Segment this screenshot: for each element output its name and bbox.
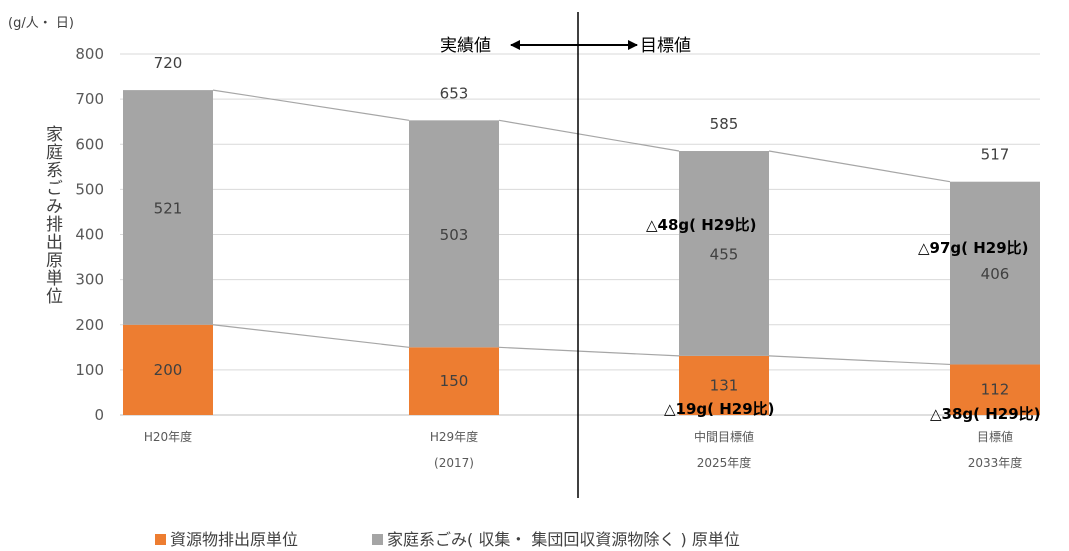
y-axis-label: 家庭系ごみ排出原単位 <box>42 125 63 305</box>
data-label-household: 455 <box>710 245 739 263</box>
bar-household <box>123 90 213 325</box>
unit-label: (g/人・ 日) <box>8 16 74 31</box>
data-label-total: 585 <box>710 115 739 133</box>
connector-resource <box>768 355 951 366</box>
y-tick-label: 600 <box>75 135 104 153</box>
y-tick-label: 500 <box>75 180 104 198</box>
x-tick-label: H29年度 <box>430 429 478 444</box>
bar-household <box>409 120 499 348</box>
legend-swatch-resource <box>155 534 166 545</box>
x-tick-label: 中間目標値 <box>694 429 754 444</box>
x-tick-label: H20年度 <box>144 429 192 444</box>
bar-resource <box>123 324 213 415</box>
annotation-reduction-mid-waste: △48g( H29比) <box>646 216 757 234</box>
legend-label-resource: 資源物排出原単位 <box>170 530 298 549</box>
data-label-total: 720 <box>154 54 183 72</box>
connector-lines <box>212 89 951 366</box>
data-label-household: 406 <box>981 265 1010 283</box>
connector-resource <box>498 346 680 357</box>
y-tick-label: 300 <box>75 271 104 289</box>
data-label-household: 521 <box>154 199 183 217</box>
y-tick-label: 0 <box>94 406 104 424</box>
data-label-total: 653 <box>440 84 469 102</box>
x-axis-ticks: H20年度 H29年度 (2017) 中間目標値 2025年度 目標値 2033年度 <box>144 429 1022 470</box>
data-label-resource: 112 <box>981 381 1010 399</box>
x-tick-label: 2033年度 <box>968 455 1023 470</box>
data-label-resource: 150 <box>440 372 469 390</box>
connector-total <box>498 119 680 152</box>
y-axis-ticks: 0 100 200 300 400 500 600 700 800 <box>75 45 104 424</box>
legend-label-household: 家庭系ごみ( 収集・ 集団回収資源物除く ) 原単位 <box>387 530 740 549</box>
y-tick-label: 400 <box>75 226 104 244</box>
y-tick-label: 800 <box>75 45 104 63</box>
bar-household <box>950 181 1040 365</box>
x-tick-label: 目標値 <box>977 429 1013 444</box>
x-tick-label: 2025年度 <box>697 455 752 470</box>
annotation-reduction-mid-resource: △19g( H29比) <box>664 400 775 418</box>
connector-total <box>212 89 410 121</box>
bar-household <box>679 151 769 356</box>
connector-total <box>768 150 951 183</box>
data-label-total: 517 <box>981 146 1010 164</box>
data-label-household: 503 <box>440 226 469 244</box>
annotation-reduction-target-waste: △97g( H29比) <box>918 239 1029 257</box>
annotation-reduction-target-resource: △38g( H29比) <box>930 405 1041 423</box>
bars <box>123 90 1040 415</box>
legend-swatch-household <box>372 534 383 545</box>
legend: 資源物排出原単位 家庭系ごみ( 収集・ 集団回収資源物除く ) 原単位 <box>155 530 740 549</box>
connector-resource <box>212 324 410 348</box>
y-tick-label: 200 <box>75 316 104 334</box>
gridlines <box>120 53 1040 416</box>
value-labels: 200 521 720 150 503 653 131 455 585 112 406 517 <box>154 54 1010 399</box>
y-tick-label: 100 <box>75 361 104 379</box>
data-label-resource: 131 <box>710 376 739 394</box>
y-tick-label: 700 <box>75 90 104 108</box>
x-tick-label: (2017) <box>434 456 474 470</box>
bar-resource <box>950 364 1040 415</box>
data-label-resource: 200 <box>154 361 183 379</box>
target-value-label: 目標値 <box>640 36 691 56</box>
bar-resource <box>409 347 499 415</box>
bar-resource <box>679 355 769 415</box>
actual-value-label: 実績値 <box>440 36 491 56</box>
